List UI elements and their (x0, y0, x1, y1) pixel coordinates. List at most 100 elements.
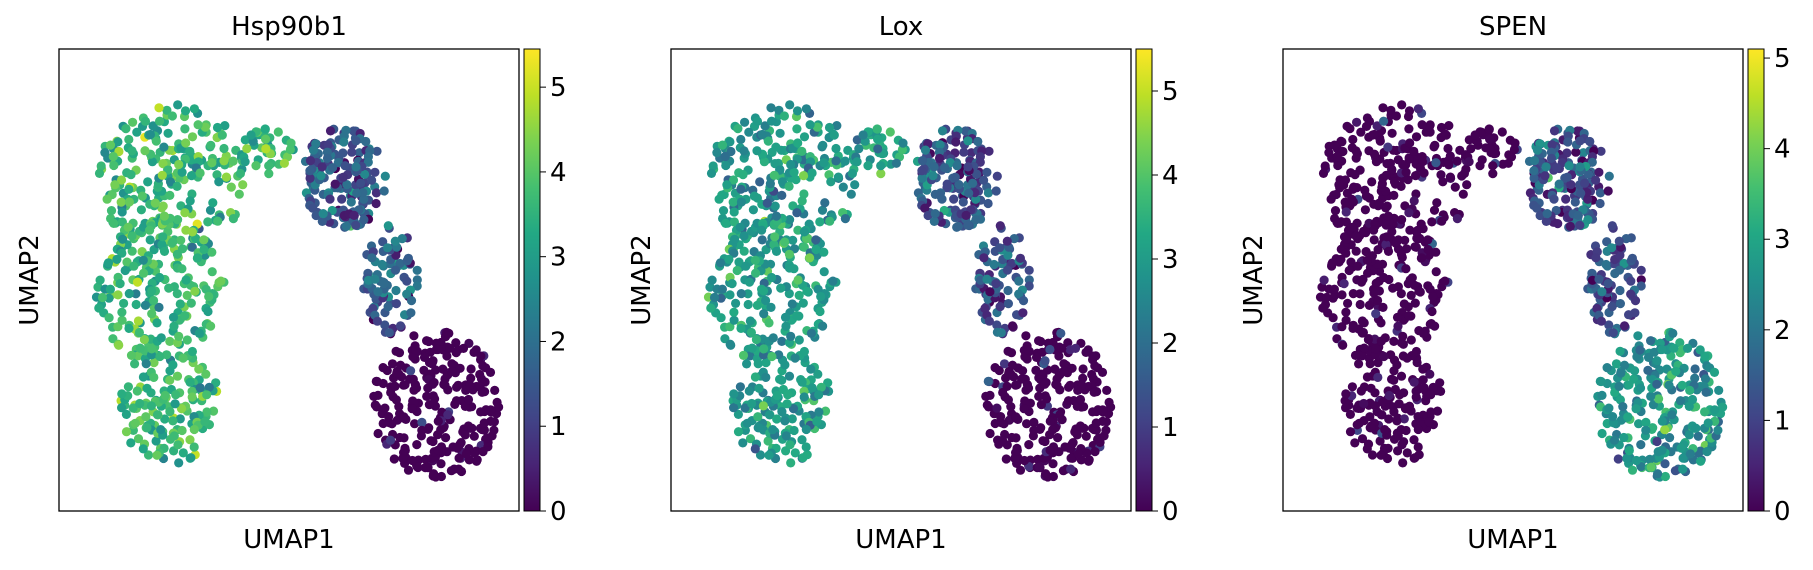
scatter-point (768, 333, 778, 343)
scatter-point (1400, 235, 1410, 245)
scatter-point (1615, 346, 1625, 356)
scatter-point (180, 208, 190, 218)
scatter-point (104, 313, 114, 323)
scatter-point (1540, 171, 1550, 181)
scatter-point (1427, 306, 1437, 317)
scatter-point (996, 412, 1006, 422)
scatter-point (1676, 443, 1686, 453)
scatter-point (729, 389, 739, 399)
scatter-point (1710, 405, 1720, 415)
scatter-point (123, 222, 133, 232)
scatter-point (124, 134, 134, 145)
scatter-point (1452, 214, 1462, 224)
scatter-point (433, 445, 443, 455)
scatter-point (1362, 444, 1372, 454)
scatter-point (469, 431, 479, 441)
scatter-point (769, 170, 779, 180)
scatter-point (1575, 136, 1585, 146)
panel-title: SPEN (1479, 12, 1547, 42)
scatter-point (1652, 379, 1662, 389)
scatter-point (1040, 379, 1050, 389)
scatter-point (112, 254, 122, 264)
scatter-point (173, 100, 183, 110)
scatter-point (212, 122, 223, 133)
scatter-point (159, 142, 169, 152)
scatter-point (999, 359, 1010, 369)
scatter-point (180, 106, 191, 116)
scatter-point (1033, 454, 1043, 464)
scatter-point (749, 191, 760, 201)
scatter-point (417, 425, 427, 435)
scatter-point (154, 103, 164, 113)
scatter-point (399, 412, 409, 422)
scatter-point (724, 254, 734, 264)
scatter-point (730, 234, 740, 244)
scatter-point (1369, 235, 1379, 245)
scatter-point (1055, 410, 1065, 420)
scatter-point (205, 205, 216, 215)
scatter-point (430, 394, 440, 404)
scatter-point (964, 188, 974, 198)
scatter-point (767, 351, 777, 362)
scatter-point (829, 130, 839, 140)
scatter-point (436, 471, 446, 482)
scatter-point (207, 158, 217, 168)
scatter-point (784, 181, 794, 191)
scatter-point (1073, 449, 1083, 459)
scatter-point (110, 180, 120, 190)
scatter-point (131, 299, 141, 310)
scatter-point (129, 261, 139, 271)
scatter-point (736, 289, 746, 299)
scatter-point (114, 340, 124, 350)
scatter-point (308, 203, 318, 213)
scatter-point (1398, 159, 1408, 170)
scatter-point (1595, 198, 1605, 209)
scatter-point (1345, 427, 1356, 437)
scatter-point (472, 456, 482, 466)
scatter-point (726, 340, 736, 350)
scatter-point (1601, 259, 1611, 270)
scatter-point (1413, 442, 1423, 452)
scatter-point (204, 291, 214, 302)
scatter-point (824, 170, 834, 180)
scatter-point (777, 177, 788, 187)
scatter-point (750, 255, 760, 265)
scatter-point (1445, 172, 1455, 182)
scatter-point (1007, 432, 1017, 443)
scatter-point (117, 248, 127, 258)
scatter-point (863, 161, 873, 171)
scatter-point (1340, 197, 1350, 207)
scatter-point (717, 284, 728, 294)
scatter-point (105, 284, 115, 294)
scatter-point (1341, 217, 1351, 227)
scatter-point (1631, 404, 1641, 414)
scatter-point (147, 157, 157, 167)
scatter-point (738, 170, 748, 180)
scatter-point (143, 177, 153, 187)
scatter-point (1003, 346, 1013, 356)
scatter-point (873, 144, 883, 154)
scatter-point (996, 328, 1006, 338)
scatter-point (984, 146, 994, 156)
scatter-point (1677, 380, 1687, 390)
scatter-point (1024, 440, 1034, 450)
scatter-point (1024, 281, 1034, 291)
scatter-point (1393, 321, 1403, 331)
scatter-point (770, 159, 780, 169)
scatter-point (1091, 418, 1101, 428)
scatter-point (451, 396, 462, 406)
scatter-point (1396, 249, 1406, 259)
scatter-point (787, 414, 797, 424)
scatter-point (180, 311, 190, 321)
scatter-point (406, 366, 416, 376)
scatter-point (1345, 409, 1355, 419)
scatter-point (1631, 455, 1641, 466)
scatter-point (1624, 446, 1634, 456)
scatter-point (923, 210, 933, 221)
scatter-point (489, 425, 499, 435)
scatter-point (1366, 423, 1376, 433)
scatter-point (127, 231, 137, 241)
scatter-point (979, 175, 989, 185)
scatter-point (1053, 433, 1063, 443)
scatter-point (286, 138, 296, 148)
